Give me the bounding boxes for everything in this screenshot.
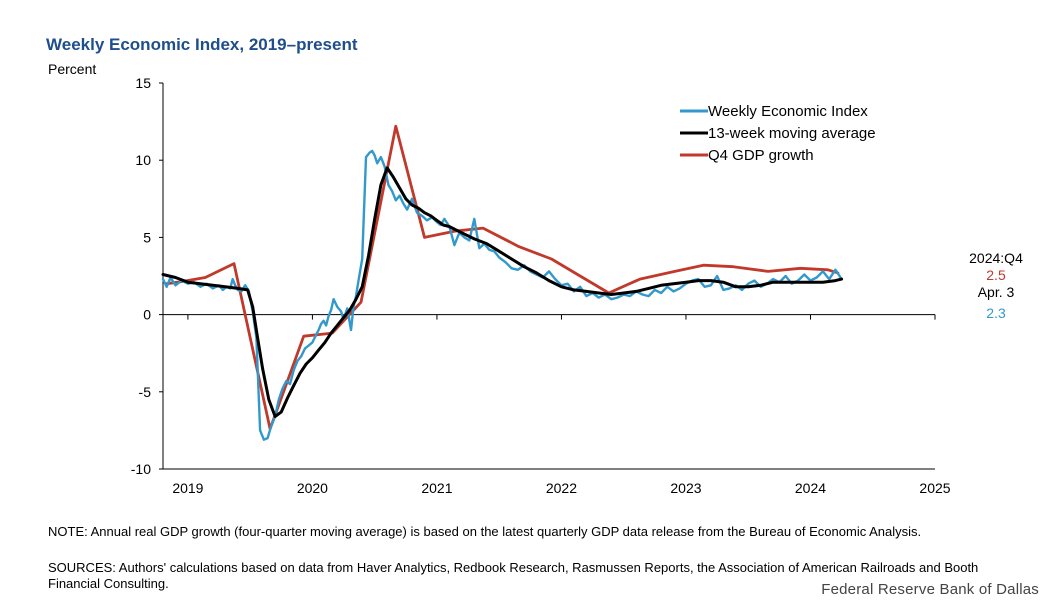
y-tick-label: 15 <box>135 75 151 91</box>
x-tick-label: 2021 <box>421 480 452 496</box>
y-tick-label: -10 <box>131 461 151 477</box>
y-tick-label: -5 <box>139 384 152 400</box>
series-line-weekly-economic-index <box>161 149 843 441</box>
series-line-q4-gdp-growth <box>165 124 840 431</box>
x-tick-label: 2020 <box>297 480 328 496</box>
endpoint-quarter-value: 2.5 <box>986 267 1006 283</box>
endpoint-quarter-label: 2024:Q4 <box>969 250 1023 266</box>
x-tick-label: 2023 <box>670 480 701 496</box>
chart-sources: SOURCES: Authors' calculations based on … <box>48 560 979 591</box>
x-tick-label: 2022 <box>546 480 577 496</box>
brand-wordmark: Federal Reserve Bank of Dallas <box>821 581 1039 598</box>
legend-label: Q4 GDP growth <box>708 147 814 164</box>
x-tick-label: 2025 <box>919 480 950 496</box>
x-tick-label: 2019 <box>172 480 203 496</box>
series-line-13-week-moving-average <box>161 166 844 418</box>
legend-label: Weekly Economic Index <box>708 103 868 120</box>
line-chart: -10 -5 0 5 10 15 2019 2020 2021 2022 2023 2024 2025 W… <box>131 75 1023 496</box>
y-tick-label: 0 <box>143 307 151 323</box>
y-tick-label: 5 <box>143 229 151 245</box>
x-tick-label: 2024 <box>795 480 826 496</box>
y-axis-unit-label: Percent <box>48 61 97 77</box>
chart-note: NOTE: Annual real GDP growth (four-quart… <box>48 524 922 539</box>
chart-title: Weekly Economic Index, 2019–present <box>46 35 358 54</box>
endpoint-week-value: 2.3 <box>986 305 1006 321</box>
endpoint-week-label: Apr. 3 <box>978 284 1015 300</box>
legend-label: 13-week moving average <box>708 125 876 142</box>
y-tick-label: 10 <box>135 152 151 168</box>
